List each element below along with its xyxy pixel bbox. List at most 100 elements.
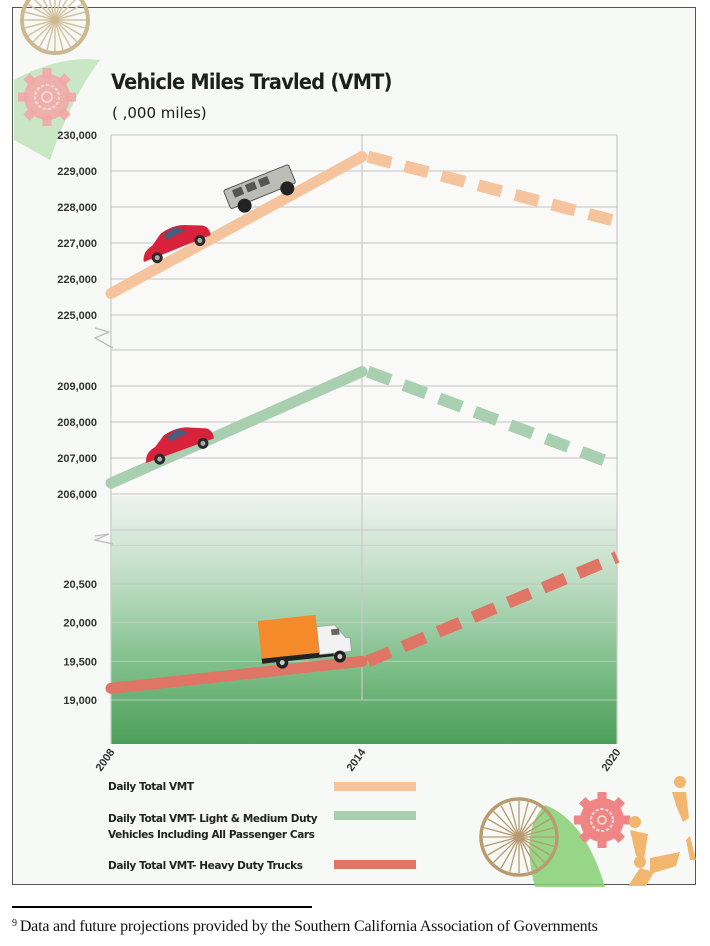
wheel-spoke <box>487 818 520 838</box>
legend-item-heavy-duty-trucks: Daily Total VMT- Heavy Duty Trucks <box>108 860 416 872</box>
wheel-spoke <box>54 19 72 48</box>
green-leaf-shape-bottom <box>529 805 605 887</box>
wheel-spoke <box>493 836 520 863</box>
gear-tooth <box>579 829 593 843</box>
gear-tooth <box>57 73 71 87</box>
wheel-spoke <box>42 0 56 21</box>
wheel-spoke <box>54 19 83 37</box>
series-0 <box>105 150 619 299</box>
y-tick-label: 226,000 <box>57 274 97 286</box>
y-tick-label: 225,000 <box>57 310 97 322</box>
series-line-projection <box>365 551 620 667</box>
series-line-projection <box>366 150 619 228</box>
legend-label: Daily Total VMT- Heavy Duty Trucks <box>108 860 303 872</box>
hummer-suv-icon <box>223 164 296 213</box>
series-line-projection <box>365 365 620 471</box>
series-line-actual <box>105 151 368 299</box>
footnote-text: Data and future projections provided by … <box>19 918 598 935</box>
axis-break-icon <box>92 533 114 545</box>
y-tick-label: 206,000 <box>57 489 97 501</box>
wheel-spoke <box>54 11 86 21</box>
gear-tooth <box>66 92 76 102</box>
red-car-icon <box>143 225 211 264</box>
top-panel-background <box>111 135 617 315</box>
legend: Daily Total VMT Daily Total VMT- Light &… <box>108 781 416 872</box>
legend-swatch <box>334 811 416 820</box>
legend-swatch <box>334 860 416 869</box>
y-tick-label: 209,000 <box>57 381 97 393</box>
wheel-spoke <box>484 827 520 838</box>
gear-tooth <box>597 838 607 848</box>
decorative-graphics-bottom <box>479 776 696 887</box>
gear-tooth <box>23 73 37 87</box>
wheel-spoke <box>484 836 520 847</box>
gridlines <box>110 134 618 744</box>
wheel-spoke <box>509 836 520 872</box>
wheel-spoke <box>518 836 545 863</box>
wheel-spoke <box>46 19 56 51</box>
gear-icon-bottom <box>574 792 630 848</box>
bottom-panel-background <box>111 496 617 744</box>
wheel-icon-top <box>20 0 90 55</box>
wheel-spoke <box>54 19 86 29</box>
legend-label-line-1: Daily Total VMT- Light & Medium Duty <box>108 813 318 825</box>
wheel-spoke <box>509 802 520 838</box>
series-line-actual <box>105 655 368 694</box>
wheel-spoke <box>518 818 551 838</box>
wheel-spoke <box>54 3 83 21</box>
wheel-spoke <box>24 19 56 29</box>
y-tick-label: 20,500 <box>63 579 97 591</box>
wheel-spoke <box>54 19 78 43</box>
wheel-spoke <box>518 836 529 872</box>
y-tick-label: 19,000 <box>63 695 97 707</box>
gear-tooth <box>42 68 52 78</box>
wheel-spoke <box>27 19 56 37</box>
wheel-spoke <box>518 811 545 838</box>
wheel-spoke <box>24 11 56 21</box>
y-tick-labels: 230,000 229,000 228,000 227,000 226,000 225,0… <box>57 130 97 707</box>
x-tick-labels: 2008 2014 2020 <box>94 746 624 774</box>
x-tick-label: 2020 <box>600 747 624 774</box>
gear-tooth <box>611 797 625 811</box>
wheel-spoke <box>38 19 56 48</box>
decorative-graphics <box>14 0 696 887</box>
wheel-spoke <box>48 0 56 21</box>
wheel-spoke <box>518 836 551 856</box>
legend-label: Daily Total VMT <box>108 781 195 793</box>
series-2 <box>105 551 620 694</box>
people-icon <box>628 776 696 886</box>
wheel-spoke <box>32 19 56 43</box>
gear-tooth <box>579 797 593 811</box>
y-tick-label: 229,000 <box>57 166 97 178</box>
y-tick-label: 230,000 <box>57 130 97 142</box>
gear-tooth <box>574 815 584 825</box>
x-tick-label: 2008 <box>94 747 118 774</box>
wheel-spoke <box>27 3 56 21</box>
y-tick-label: 19,500 <box>63 656 97 668</box>
gear-tooth <box>620 815 630 825</box>
x-tick-label: 2014 <box>345 746 369 774</box>
series-1 <box>105 365 620 489</box>
legend-swatch <box>334 782 416 791</box>
footnote-divider <box>12 906 312 908</box>
gear-tooth <box>42 116 52 126</box>
wheel-spoke <box>518 802 529 838</box>
red-car-icon <box>146 427 214 465</box>
series-lines <box>105 150 620 694</box>
gear-tooth <box>18 92 28 102</box>
wheel-spoke <box>518 805 538 838</box>
wheel-spoke <box>518 836 538 869</box>
wheel-spoke <box>54 0 77 21</box>
y-tick-label: 20,000 <box>63 618 97 630</box>
y-tick-label: 227,000 <box>57 238 97 250</box>
box-truck-icon <box>257 614 352 669</box>
chart-title: Vehicle Miles Travled (VMT) <box>111 70 392 94</box>
y-tick-label: 208,000 <box>57 417 97 429</box>
gear-tooth <box>57 107 71 121</box>
gear-tooth <box>23 107 37 121</box>
wheel-spoke <box>493 811 520 838</box>
y-tick-label: 207,000 <box>57 453 97 465</box>
wheel-spoke <box>487 836 520 856</box>
legend-item-daily-total-vmt: Daily Total VMT <box>108 781 416 793</box>
